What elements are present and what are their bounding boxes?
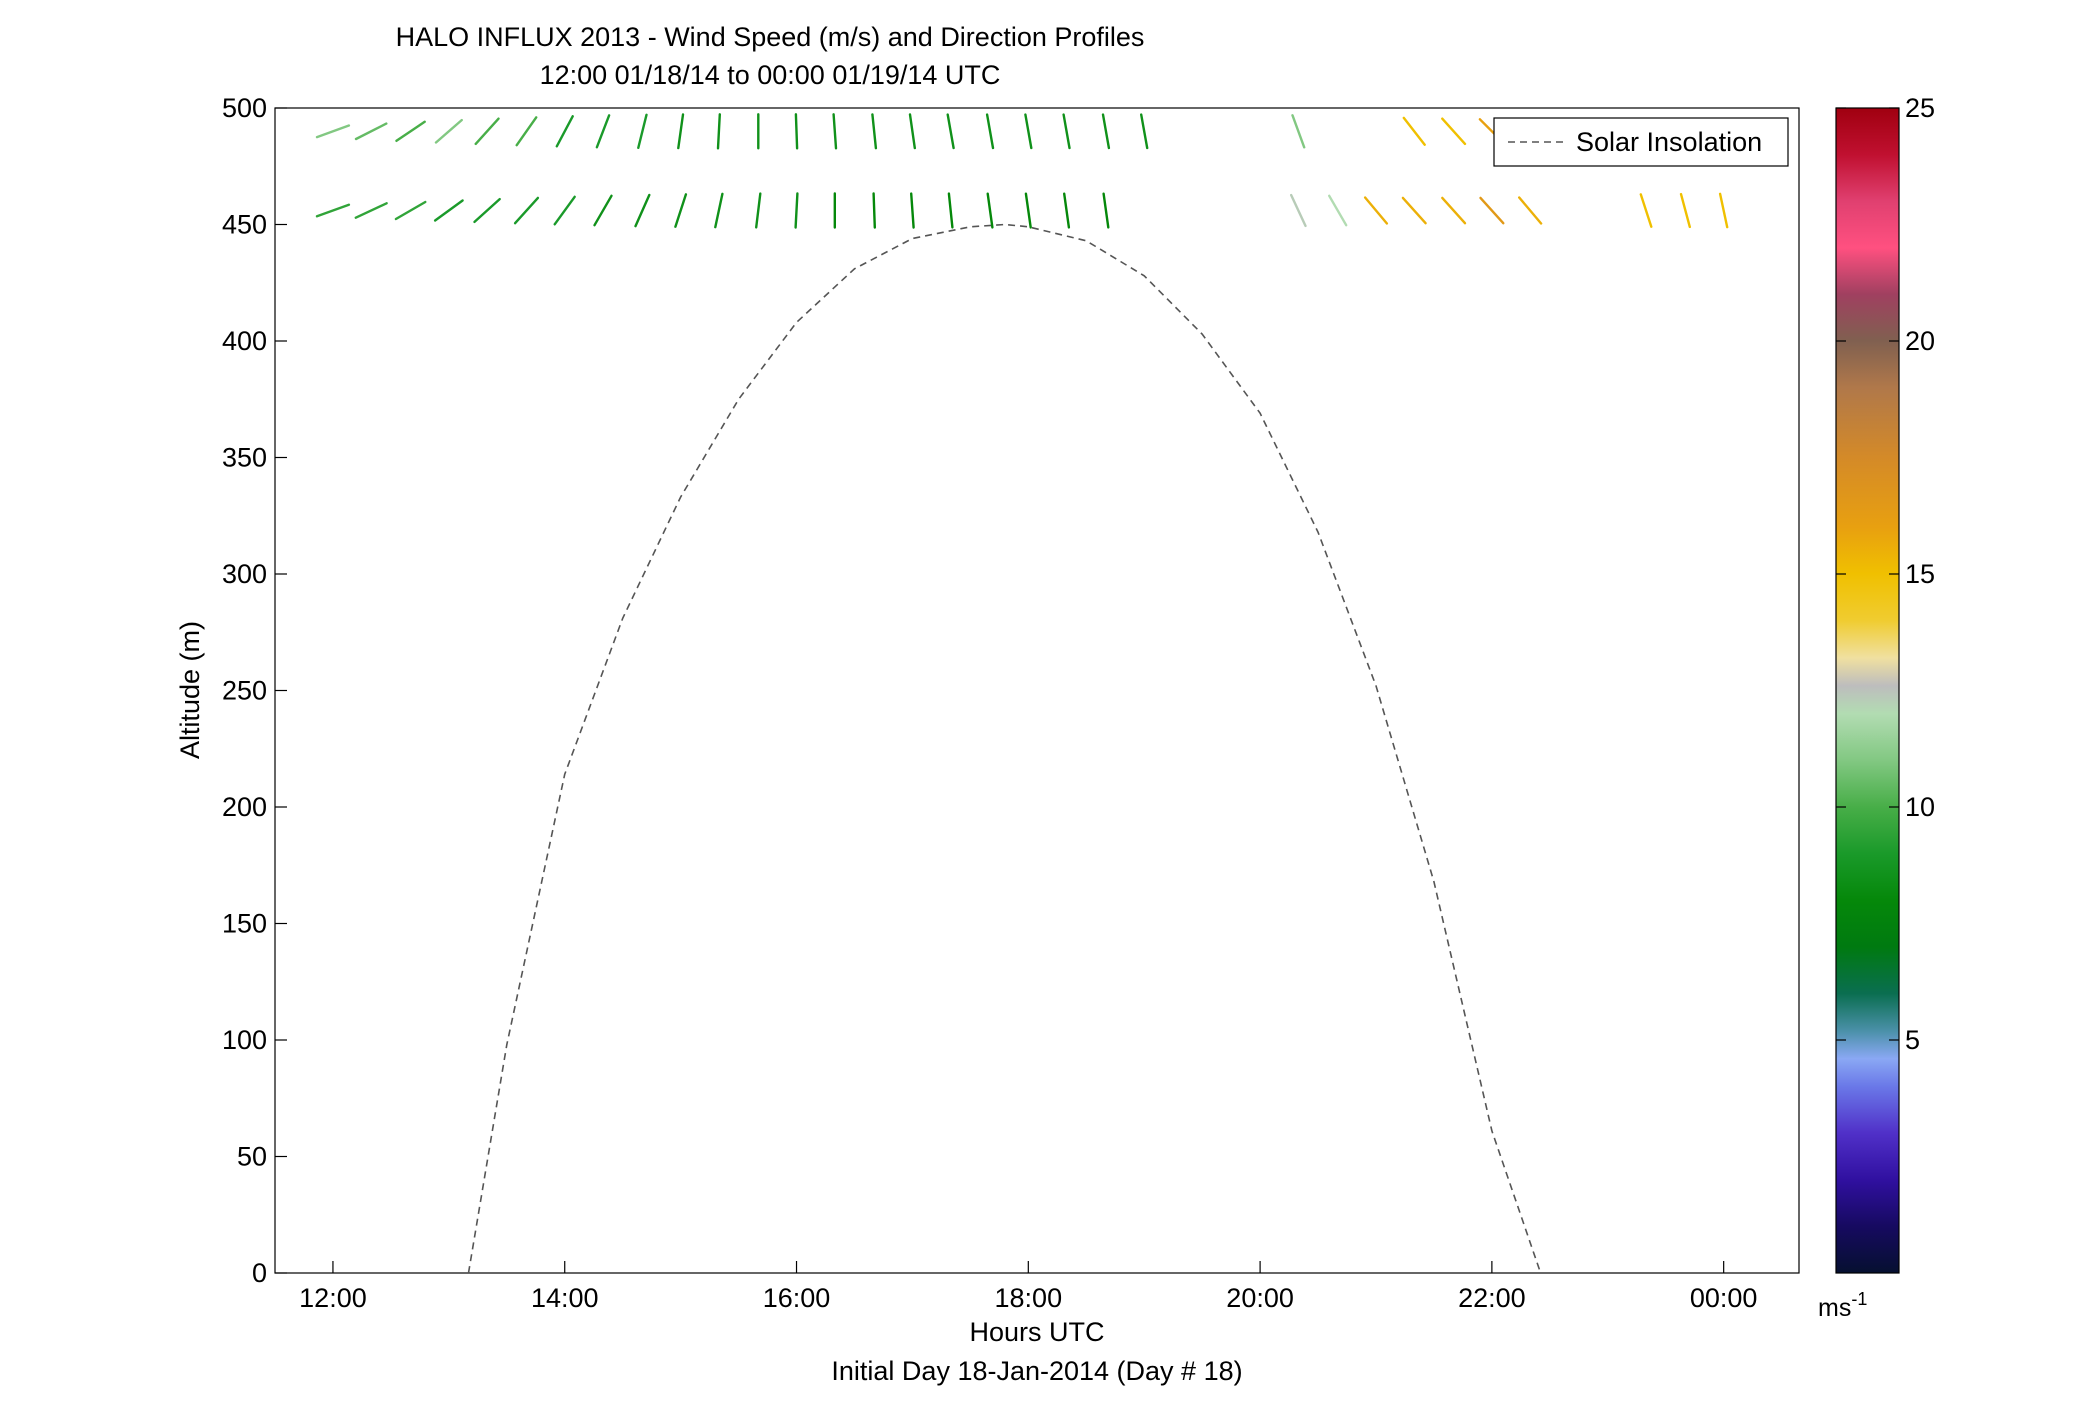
wind-vector: [595, 114, 611, 149]
wind-vectors: [315, 113, 1729, 229]
wind-vector: [1062, 192, 1071, 229]
colorbar-tick-label: 5: [1905, 1025, 1920, 1055]
wind-vector: [1327, 194, 1348, 227]
legend: Solar Insolation: [1493, 117, 1789, 167]
wind-vector: [315, 124, 351, 139]
wind-vector: [474, 117, 500, 146]
legend-box: [1493, 117, 1789, 167]
wind-vector: [1024, 192, 1032, 229]
y-tick-label: 100: [222, 1025, 267, 1055]
colorbar-unit: ms-1: [1818, 1289, 1867, 1322]
wind-vector: [354, 202, 388, 219]
wind-vector: [395, 120, 426, 143]
wind-vector: [433, 199, 464, 222]
wind-vector: [946, 113, 955, 150]
solar-insolation-curve: [467, 223, 1542, 1274]
wind-vector: [872, 192, 876, 229]
wind-vector: [513, 196, 540, 225]
wind-vector: [1289, 193, 1307, 228]
x-tick-label: 00:00: [1690, 1283, 1758, 1313]
wind-vector: [1363, 196, 1389, 225]
wind-vector: [354, 122, 388, 141]
x-axis: 12:00 14:00 16:00 18:00 20:00 22:00 00:00: [299, 1261, 1757, 1313]
wind-vector: [1102, 192, 1110, 229]
wind-vector: [794, 192, 799, 229]
legend-label: Solar Insolation: [1576, 127, 1762, 157]
y-tick-label: 500: [222, 93, 267, 123]
wind-vector: [515, 116, 538, 147]
wind-vector: [1401, 196, 1427, 225]
x-axis-label: Hours UTC: [969, 1317, 1104, 1347]
wind-vector: [1291, 114, 1306, 149]
wind-vector: [910, 192, 915, 229]
x-tick-label: 20:00: [1226, 1283, 1294, 1313]
colorbar-gradient: [1835, 107, 1900, 1274]
wind-vector: [985, 113, 995, 150]
wind-vector: [794, 113, 799, 150]
chart-title: HALO INFLUX 2013 - Wind Speed (m/s) and …: [396, 22, 1145, 52]
y-tick-label: 350: [222, 443, 267, 473]
wind-vector: [908, 113, 916, 150]
y-tick-label: 200: [222, 792, 267, 822]
wind-vector: [1639, 193, 1653, 228]
wind-vector: [1517, 196, 1543, 225]
wind-vector: [871, 113, 878, 150]
plot-area: [274, 107, 1800, 1274]
wind-vector: [434, 118, 463, 144]
wind-vector: [832, 113, 838, 150]
wind-vector: [394, 200, 427, 221]
wind-vector: [755, 192, 762, 229]
wind-vector: [637, 113, 648, 150]
y-tick-label: 150: [222, 909, 267, 939]
y-tick-label: 0: [252, 1258, 267, 1288]
wind-vector: [473, 197, 501, 224]
y-tick-label: 50: [237, 1142, 267, 1172]
y-tick-label: 400: [222, 326, 267, 356]
y-tick-label: 250: [222, 676, 267, 706]
x-tick-label: 16:00: [763, 1283, 831, 1313]
chart-subtitle: 12:00 01/18/14 to 00:00 01/19/14 UTC: [540, 60, 1001, 90]
wind-vector: [1441, 196, 1467, 225]
x-tick-label: 14:00: [531, 1283, 599, 1313]
x-axis-sublabel: Initial Day 18-Jan-2014 (Day # 18): [831, 1356, 1242, 1386]
y-tick-label: 300: [222, 559, 267, 589]
wind-vector: [947, 192, 954, 229]
wind-vector: [1679, 192, 1692, 229]
wind-vector: [1062, 113, 1071, 150]
wind-vector: [677, 113, 685, 150]
wind-vector: [1139, 113, 1149, 150]
wind-vector: [593, 194, 613, 227]
x-tick-label: 18:00: [995, 1283, 1063, 1313]
x-tick-label: 22:00: [1458, 1283, 1526, 1313]
colorbar: 5 10 15 20 25 ms-1: [1818, 93, 1935, 1322]
y-axis: 0 50 100 150 200 250 300 350 400 450 500: [222, 93, 287, 1288]
colorbar-tick-label: 20: [1905, 326, 1935, 356]
wind-vector: [1024, 113, 1033, 150]
wind-vector: [714, 192, 724, 229]
colorbar-tick-label: 15: [1905, 559, 1935, 589]
wind-vector: [1441, 117, 1467, 146]
colorbar-tick-label: 10: [1905, 792, 1935, 822]
wind-vector: [716, 113, 721, 150]
wind-vector: [555, 115, 574, 148]
wind-vector: [634, 193, 651, 228]
wind-vector: [674, 193, 688, 228]
x-tick-label: 12:00: [299, 1283, 367, 1313]
wind-vector: [553, 195, 576, 226]
wind-vector: [1718, 192, 1729, 229]
wind-vector: [1402, 116, 1426, 146]
colorbar-tick-label: 25: [1905, 93, 1935, 123]
wind-vector: [315, 203, 351, 218]
wind-vector: [986, 192, 994, 229]
wind-vector: [1479, 196, 1505, 225]
y-tick-label: 450: [222, 210, 267, 240]
wind-vector: [1101, 113, 1111, 150]
y-axis-label: Altitude (m): [175, 621, 205, 759]
